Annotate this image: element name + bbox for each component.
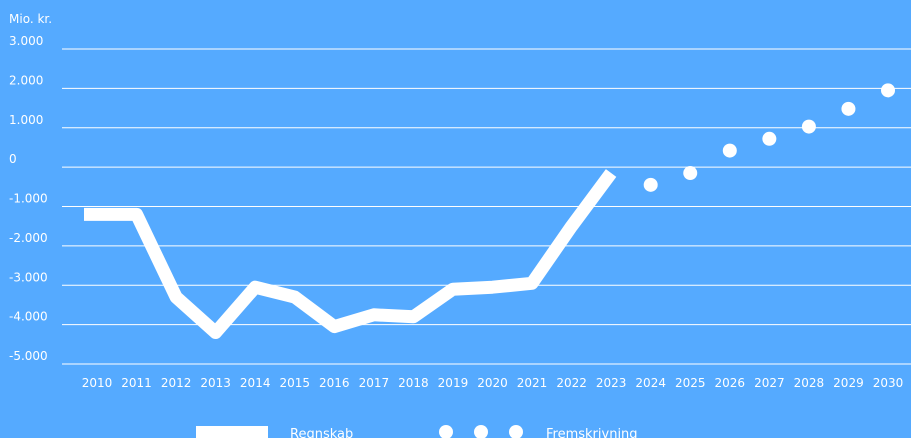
x-tick-label: 2012	[161, 376, 192, 390]
x-tick-label: 2022	[556, 376, 587, 390]
legend-label-regnskab: Regnskab	[290, 427, 353, 438]
x-tick-label: 2013	[200, 376, 231, 390]
y-tick-label: -2.000	[9, 231, 48, 245]
x-tick-label: 2018	[398, 376, 429, 390]
x-tick-label: 2014	[240, 376, 271, 390]
y-tick-label: -3.000	[9, 270, 48, 284]
forecast-point	[643, 177, 658, 192]
x-tick-label: 2011	[121, 376, 152, 390]
x-tick-label: 2023	[596, 376, 627, 390]
x-tick-label: 2025	[675, 376, 706, 390]
y-axis-ticks: 3.000 2.000 1.000 0 -1.000 -2.000 -3.000 -4.000…	[9, 34, 48, 363]
forecast-point	[762, 131, 777, 146]
y-tick-label: 1.000	[9, 113, 43, 127]
x-tick-label: 2026	[715, 376, 746, 390]
x-tick-label: 2017	[359, 376, 390, 390]
y-tick-label: 2.000	[9, 73, 43, 87]
x-tick-label: 2016	[319, 376, 350, 390]
x-tick-label: 2015	[279, 376, 310, 390]
x-tick-label: 2027	[754, 376, 785, 390]
legend: Regnskab Fremskrivning	[196, 425, 638, 438]
y-tick-label: -5.000	[9, 349, 48, 363]
forecast-point	[841, 101, 856, 116]
plot-area	[84, 83, 895, 339]
legend-label-fremskrivning: Fremskrivning	[546, 427, 638, 438]
x-tick-label: 2010	[82, 376, 113, 390]
y-tick-label: 0	[9, 152, 17, 166]
x-axis-ticks: 2010 2011 2012 2013 2014 2015 2016 2017 2018 2019…	[82, 376, 904, 390]
forecast-point	[722, 143, 737, 158]
y-tick-label: -1.000	[9, 192, 48, 206]
forecast-point	[881, 83, 895, 98]
x-tick-label: 2024	[635, 376, 666, 390]
forecast-point	[683, 166, 698, 181]
y-tick-label: 3.000	[9, 34, 43, 48]
x-tick-label: 2029	[833, 376, 864, 390]
legend-dot-fremskrivning	[509, 425, 523, 438]
x-tick-label: 2019	[438, 376, 469, 390]
series-line-regnskab	[84, 169, 617, 339]
x-tick-label: 2028	[794, 376, 825, 390]
x-tick-label: 2030	[873, 376, 904, 390]
x-tick-label: 2021	[517, 376, 548, 390]
y-unit-label: Mio. kr.	[9, 12, 52, 26]
legend-dot-fremskrivning	[474, 425, 488, 438]
gridlines	[62, 48, 911, 365]
forecast-point	[801, 119, 816, 134]
x-tick-label: 2020	[477, 376, 508, 390]
y-tick-label: -4.000	[9, 310, 48, 324]
legend-swatch-regnskab	[196, 426, 268, 438]
legend-dot-fremskrivning	[439, 425, 453, 438]
